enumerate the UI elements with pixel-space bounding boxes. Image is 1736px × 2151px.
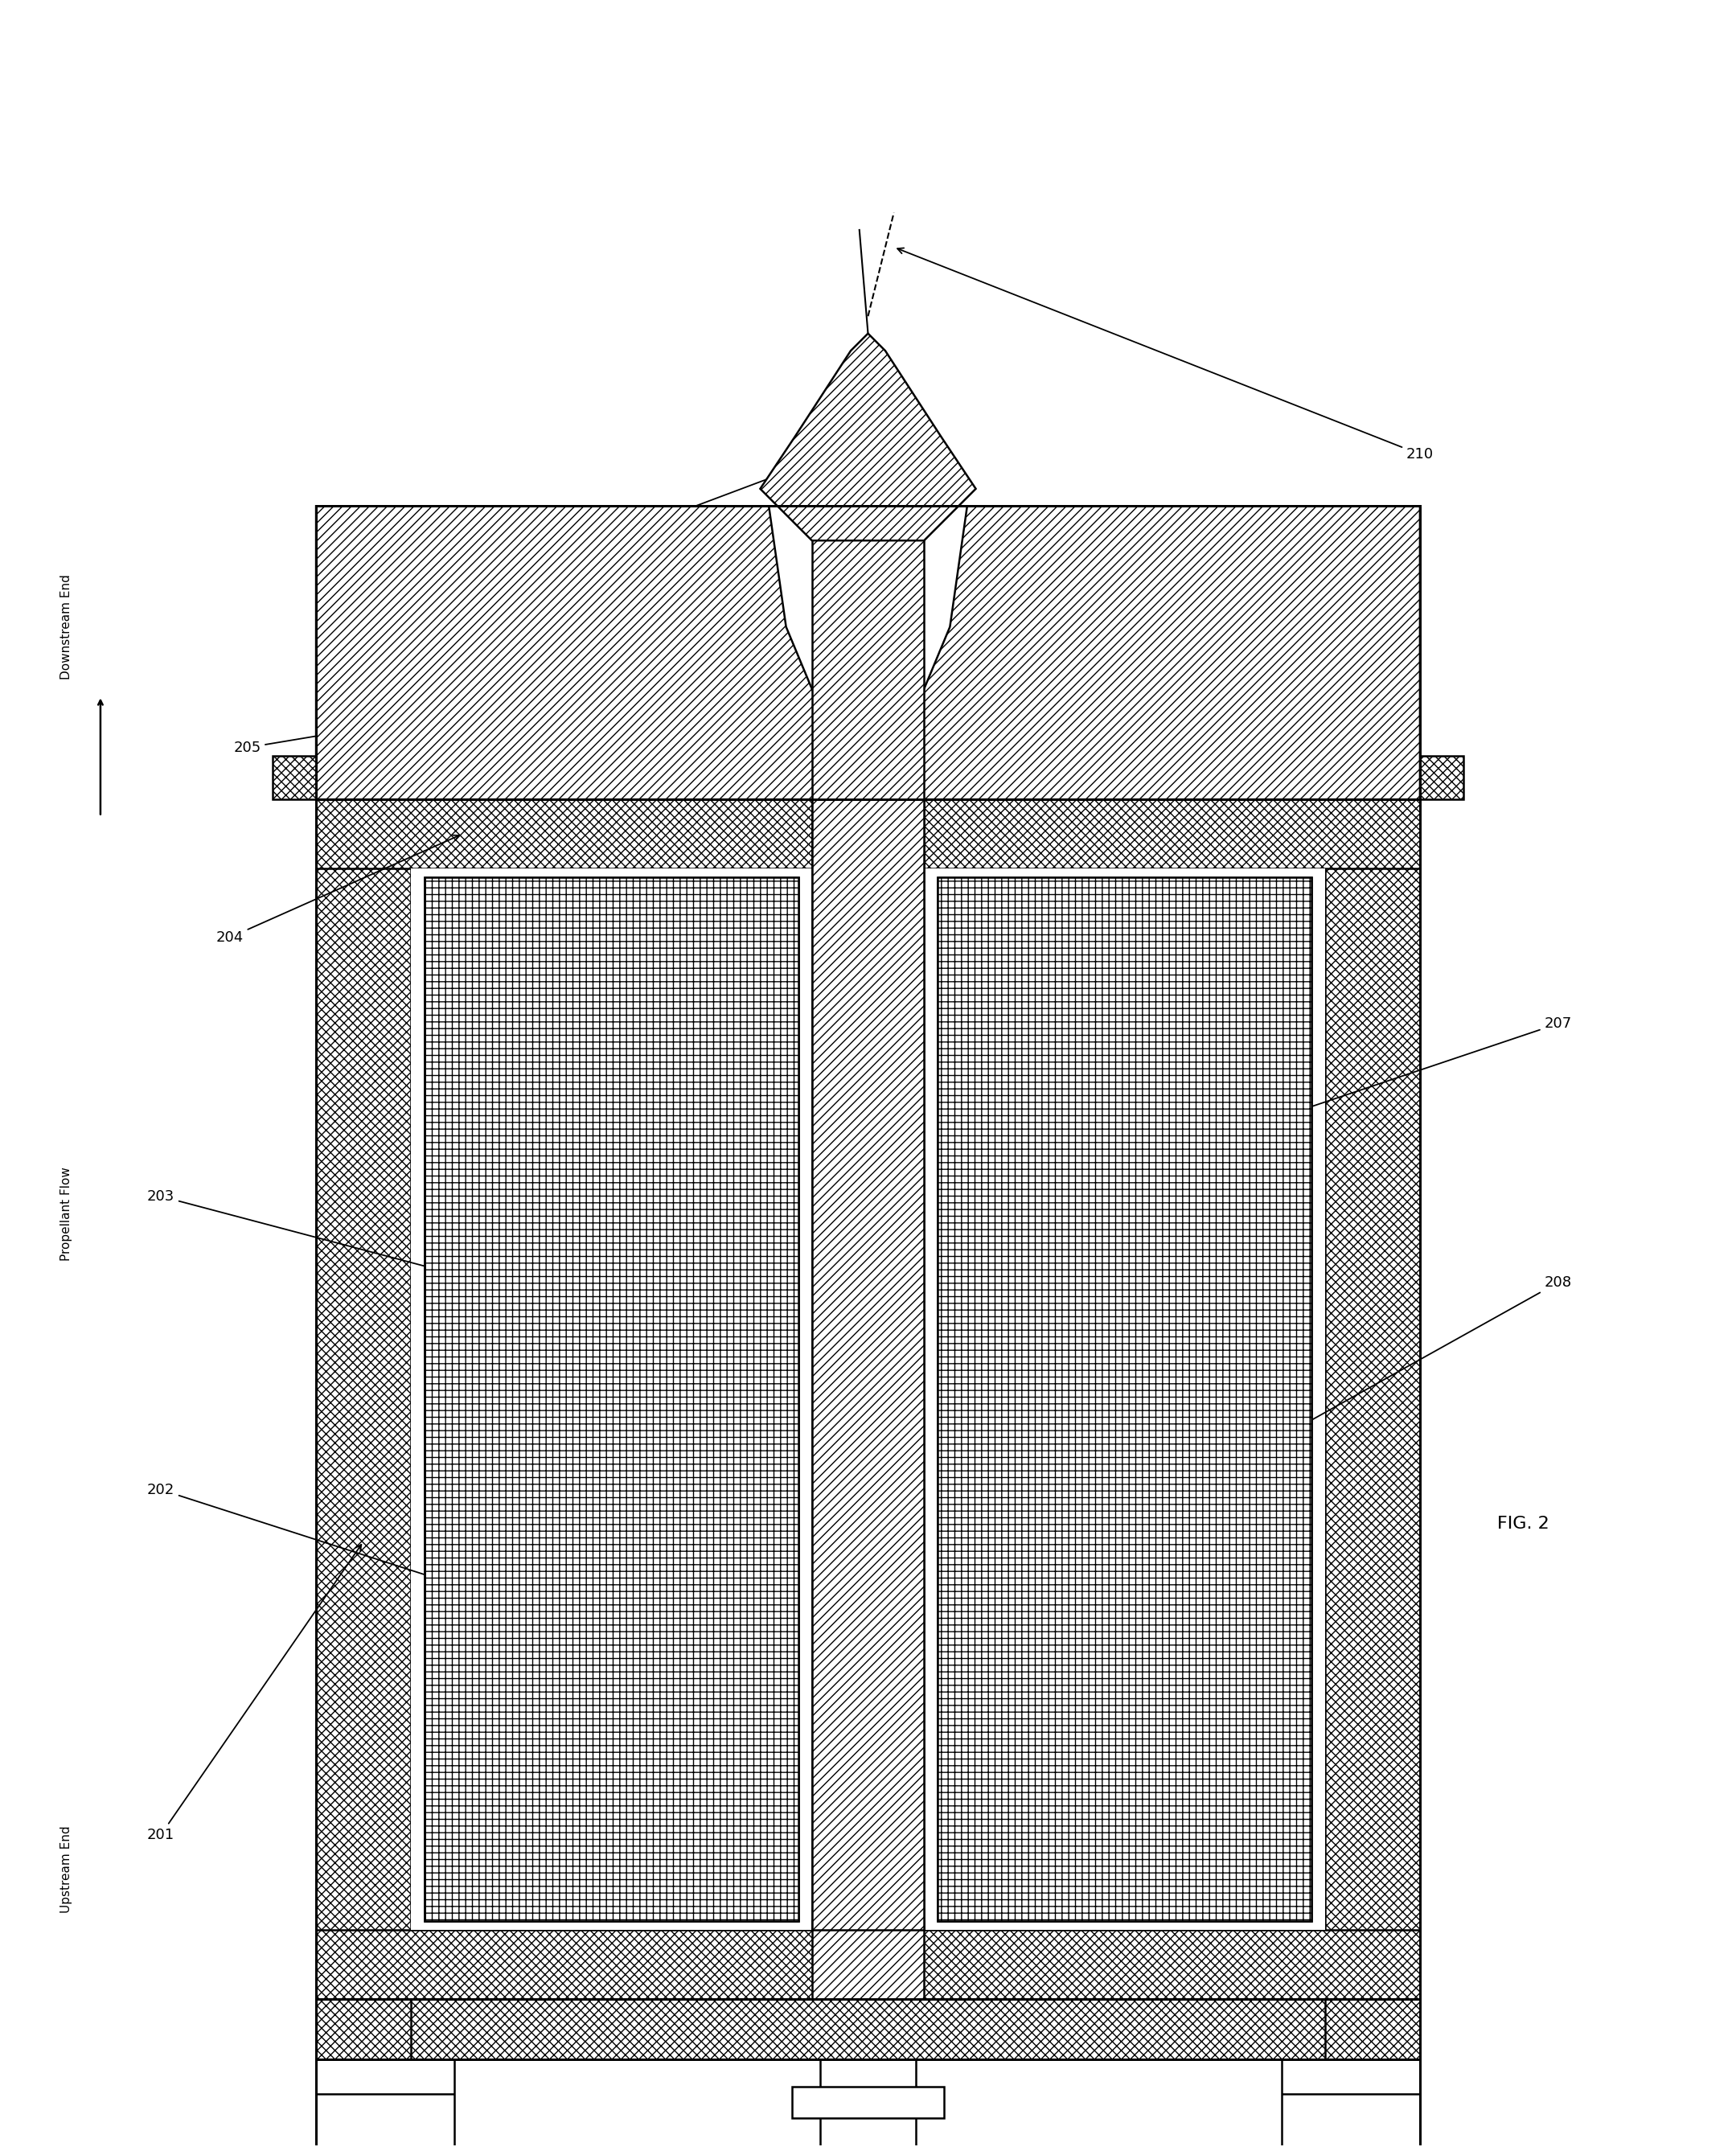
Text: Downstream End: Downstream End [61, 574, 71, 680]
Text: 207: 207 [1128, 1017, 1571, 1168]
Polygon shape [316, 505, 856, 800]
Bar [937, 878, 1311, 1921]
Polygon shape [880, 505, 1420, 800]
Text: 202: 202 [148, 1482, 589, 1628]
Text: Propellant Flow: Propellant Flow [61, 1166, 71, 1260]
Text: Upstream End: Upstream End [61, 1826, 71, 1912]
Bar [316, 1998, 1420, 2151]
Bar [812, 800, 924, 1929]
Text: 204: 204 [215, 835, 458, 944]
Bar [425, 878, 799, 1921]
Bar [812, 800, 924, 1929]
Bar [316, 800, 1420, 2059]
Text: 206: 206 [543, 454, 830, 566]
Polygon shape [760, 333, 976, 540]
Bar [316, 1929, 1420, 1998]
Text: 210: 210 [898, 247, 1434, 462]
Text: 201: 201 [148, 1544, 361, 1841]
Text: 208: 208 [1128, 1276, 1571, 1523]
Bar [316, 1998, 1420, 2059]
Text: 205: 205 [233, 712, 450, 755]
Bar [455, 2059, 1281, 2151]
Bar [316, 766, 411, 2059]
Bar [411, 869, 1325, 1929]
Text: FIG. 2: FIG. 2 [1498, 1516, 1550, 1532]
Text: 203: 203 [148, 1190, 608, 1316]
Bar [1325, 766, 1420, 2059]
Bar [316, 505, 1420, 800]
Bar [792, 2086, 944, 2119]
Bar [316, 800, 1420, 869]
Bar [937, 878, 1311, 1921]
Bar [425, 878, 799, 1921]
Bar [812, 471, 924, 800]
Bar [1420, 757, 1463, 800]
Bar [273, 757, 316, 800]
Bar [812, 1921, 924, 1998]
Bar [316, 2093, 1420, 2151]
Bar [821, 2059, 915, 2151]
